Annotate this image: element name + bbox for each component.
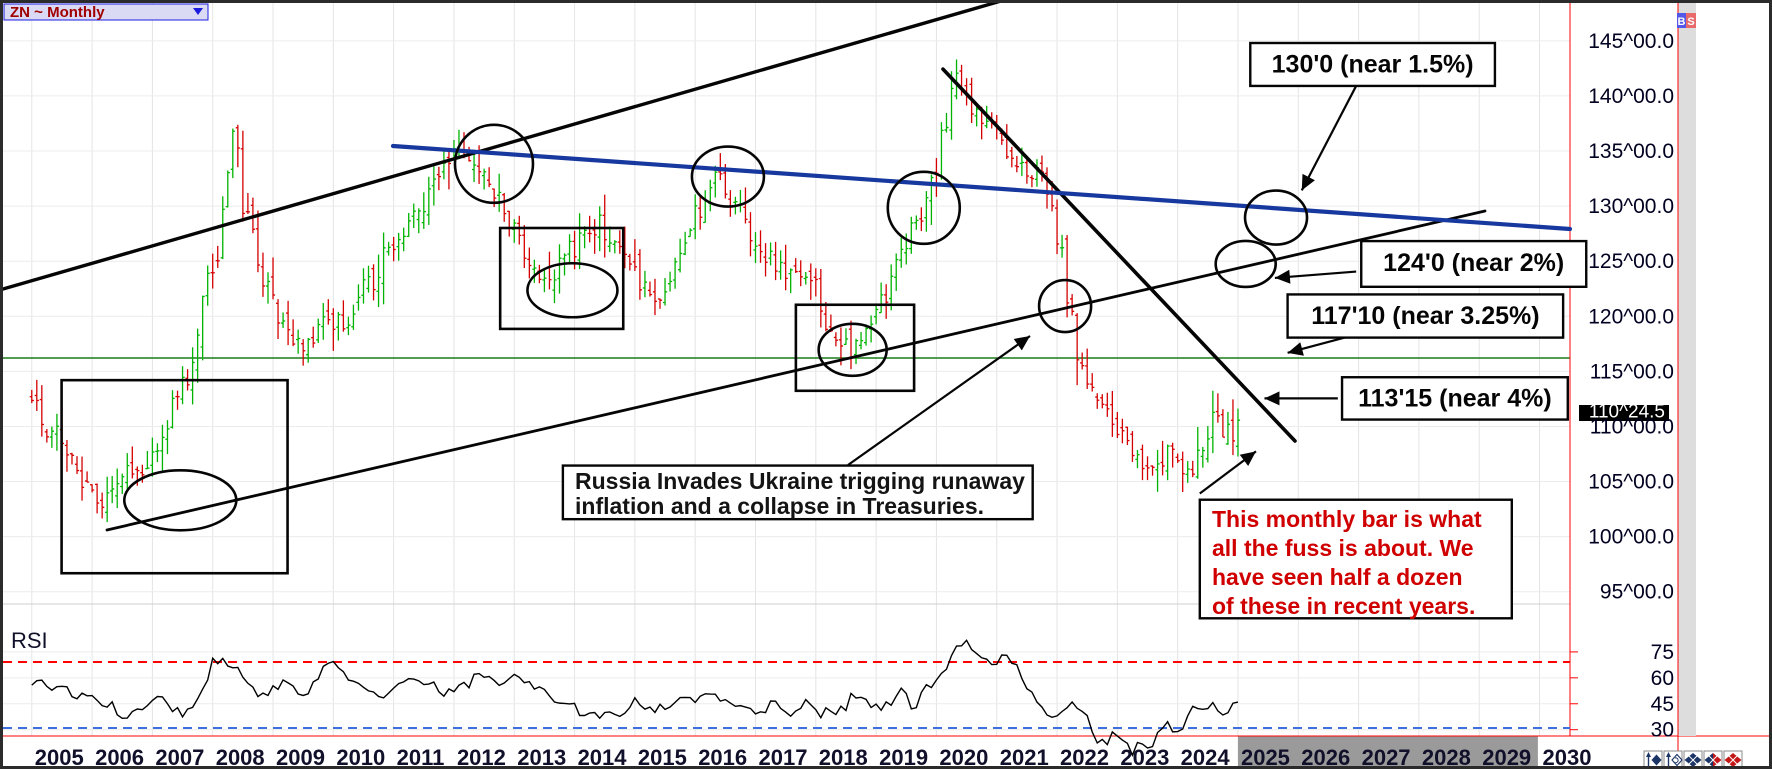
svg-text:60: 60 [1651, 667, 1674, 690]
svg-text:125^00.0: 125^00.0 [1588, 250, 1674, 273]
svg-text:30: 30 [1651, 719, 1674, 742]
svg-text:140^00.0: 140^00.0 [1588, 85, 1674, 108]
svg-text:2018: 2018 [819, 745, 868, 769]
svg-text:2009: 2009 [276, 745, 325, 769]
svg-text:2013: 2013 [517, 745, 566, 769]
svg-text:115^00.0: 115^00.0 [1590, 360, 1674, 383]
svg-text:2017: 2017 [759, 745, 808, 769]
svg-text:75: 75 [1651, 641, 1674, 664]
svg-text:135^00.0: 135^00.0 [1588, 140, 1674, 163]
svg-text:120^00.0: 120^00.0 [1588, 305, 1674, 328]
svg-text:95^00.0: 95^00.0 [1600, 581, 1674, 604]
svg-text:130^00.0: 130^00.0 [1588, 195, 1674, 218]
svg-text:2021: 2021 [1000, 745, 1049, 769]
svg-text:2025: 2025 [1241, 745, 1290, 769]
svg-text:2010: 2010 [336, 745, 385, 769]
svg-text:105^00.0: 105^00.0 [1588, 471, 1674, 494]
svg-text:2022: 2022 [1060, 745, 1109, 769]
svg-text:2030: 2030 [1543, 745, 1592, 769]
svg-text:2026: 2026 [1301, 745, 1350, 769]
svg-text:2019: 2019 [879, 745, 928, 769]
svg-text:2011: 2011 [397, 745, 445, 769]
svg-text:2024: 2024 [1181, 745, 1231, 769]
svg-text:2014: 2014 [578, 745, 628, 769]
svg-text:2023: 2023 [1120, 745, 1169, 769]
svg-text:145^00.0: 145^00.0 [1588, 30, 1674, 53]
svg-text:2008: 2008 [216, 745, 265, 769]
svg-text:2029: 2029 [1482, 745, 1531, 769]
svg-text:2012: 2012 [457, 745, 506, 769]
svg-text:45: 45 [1651, 693, 1674, 716]
svg-text:100^00.0: 100^00.0 [1588, 526, 1674, 549]
svg-text:2016: 2016 [698, 745, 747, 769]
svg-text:110^00.0: 110^00.0 [1590, 415, 1674, 438]
svg-text:2006: 2006 [95, 745, 144, 769]
svg-text:2015: 2015 [638, 745, 687, 769]
svg-text:2028: 2028 [1422, 745, 1471, 769]
svg-text:2005: 2005 [35, 745, 84, 769]
svg-text:2007: 2007 [155, 745, 204, 769]
svg-text:2027: 2027 [1362, 745, 1411, 769]
svg-text:2020: 2020 [939, 745, 988, 769]
